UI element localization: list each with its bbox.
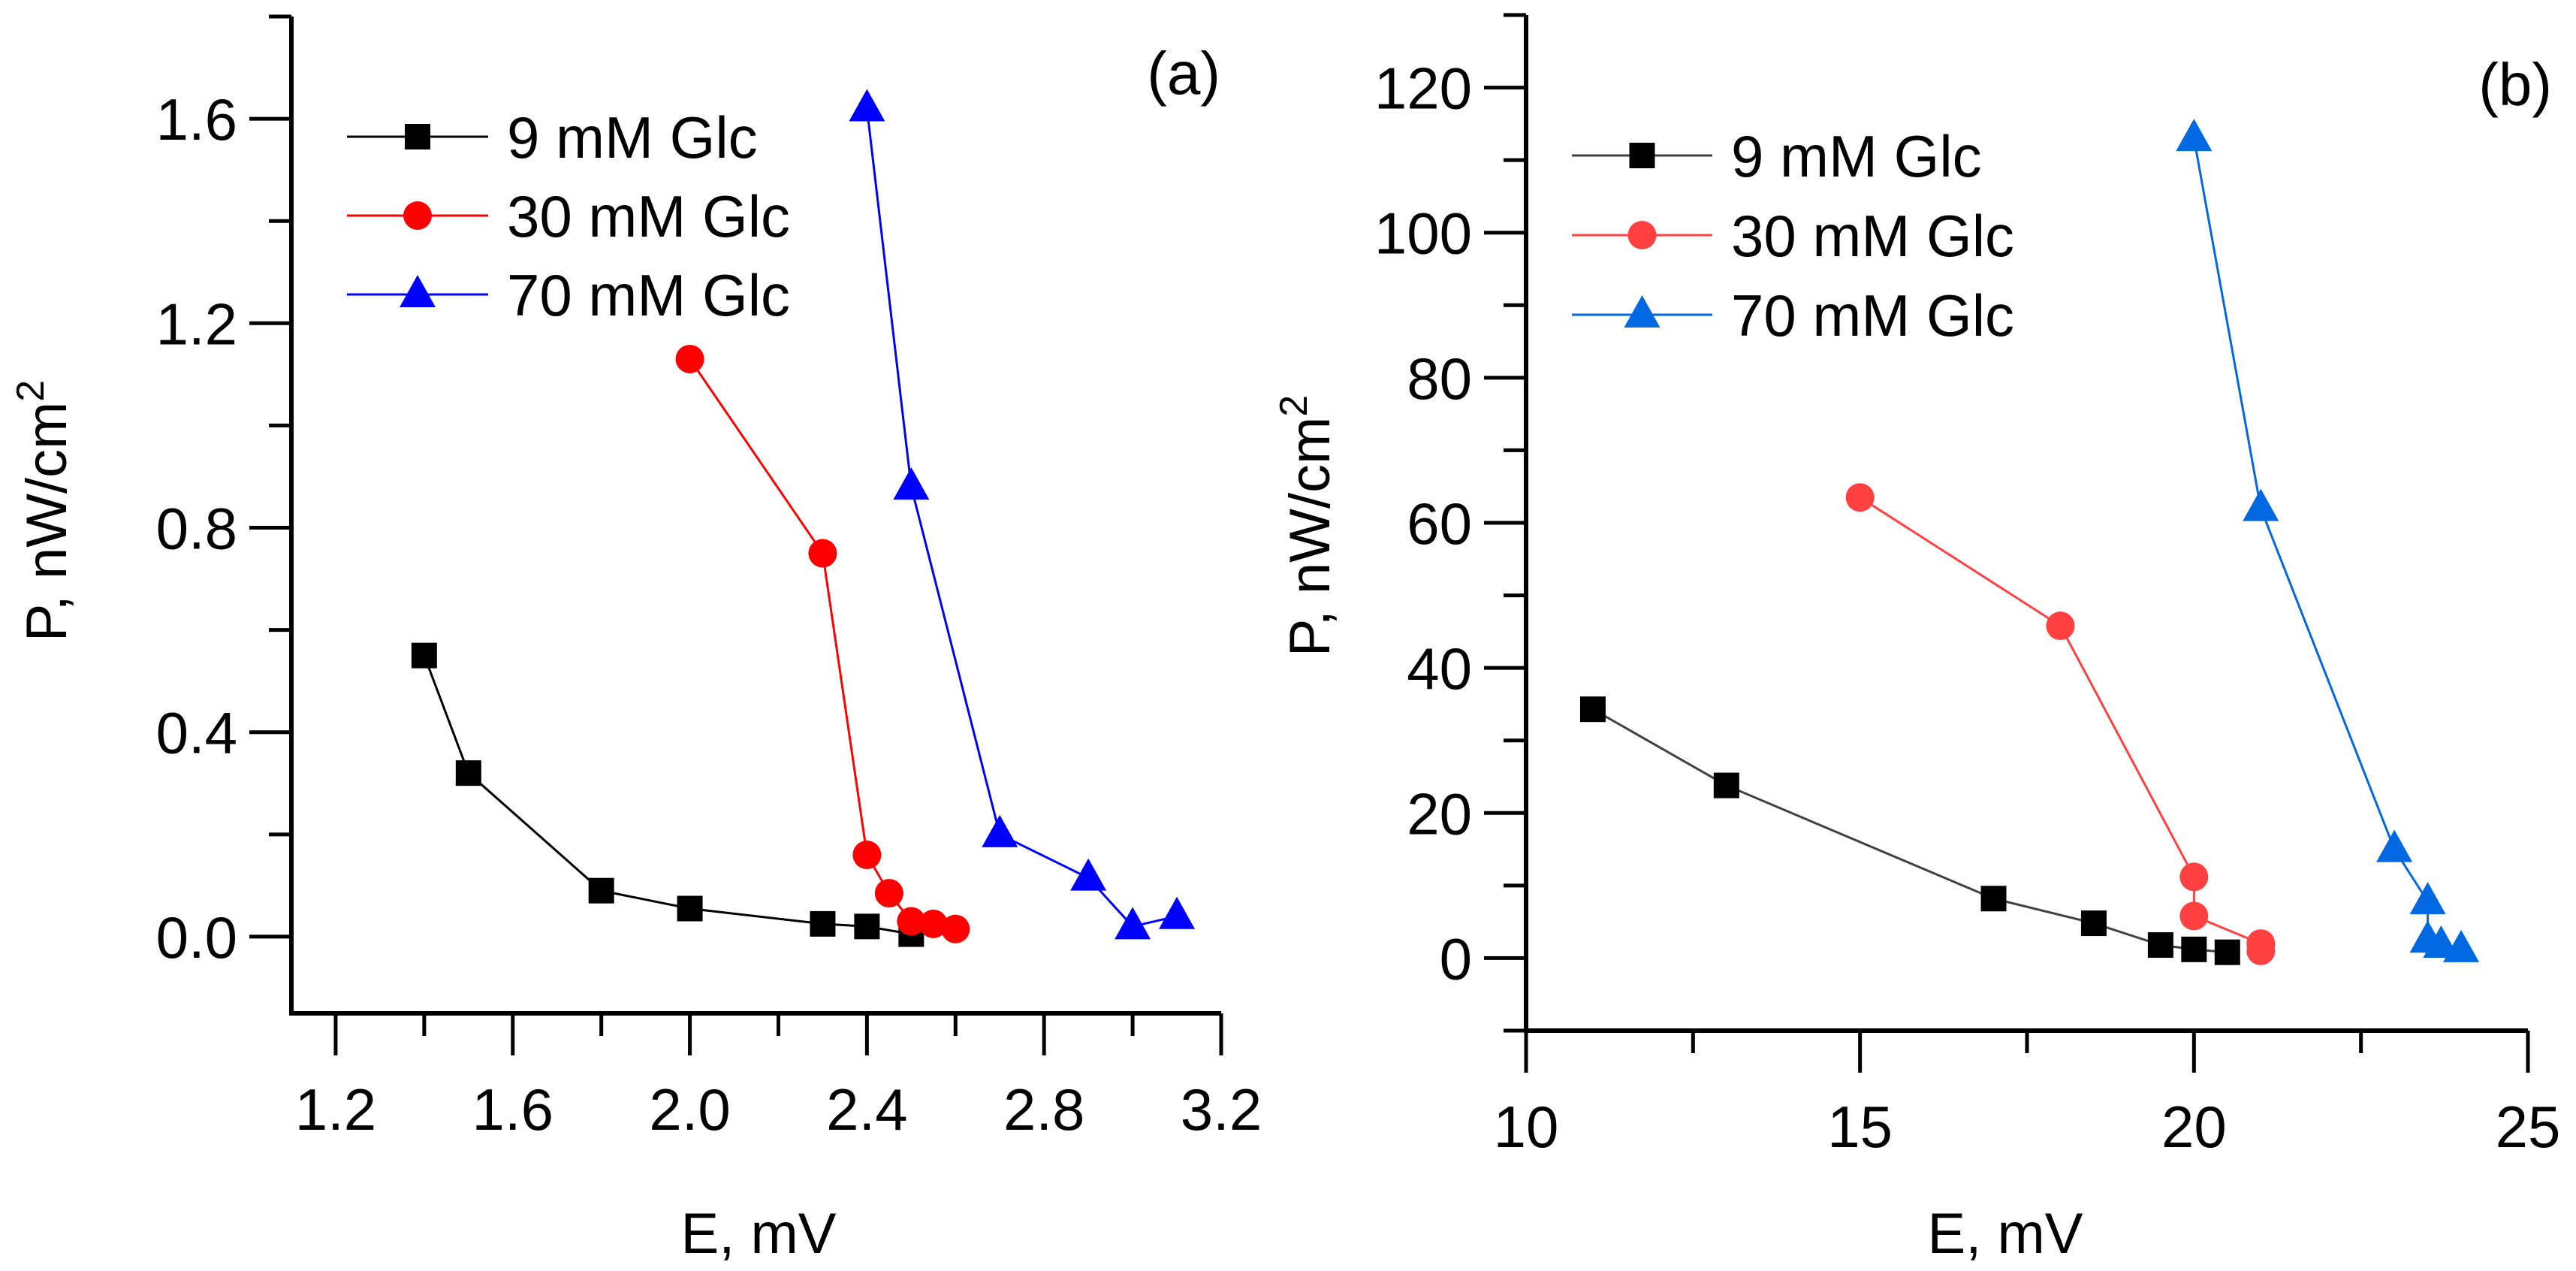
legend-label: 70 mM Glc [507, 262, 790, 328]
data-point-square [2181, 936, 2207, 962]
x-tick-label: 2.4 [826, 1076, 907, 1143]
y-tick-label: 0.4 [156, 700, 237, 766]
data-point-triangle [2443, 929, 2480, 962]
panel-b: (b) E, mV P, nW/cm2 10 15 20 25 0 20 40 60 80 100… [1272, 13, 2561, 1266]
y-tick-label: 20 [1407, 780, 1472, 847]
legend-marker-circle [1627, 221, 1657, 249]
y-tick-label: 80 [1407, 346, 1472, 412]
x-tick-label: 2.8 [1003, 1076, 1084, 1143]
data-point-triangle [2243, 488, 2279, 521]
series-line-triangle [865, 108, 1178, 928]
y-axis-title-b: P, nW/cm2 [1272, 395, 1342, 657]
data-point-circle [852, 841, 882, 870]
y-tick-label: 1.2 [156, 291, 237, 357]
legend-marker-circle [403, 201, 432, 230]
x-tick-label: 25 [2496, 1094, 2561, 1160]
data-point-triangle [2409, 882, 2446, 915]
legend-label: 30 mM Glc [1731, 203, 2014, 269]
y-tick-label: 0.0 [156, 904, 237, 971]
data-point-triangle [982, 814, 1018, 847]
data-point-square [588, 877, 614, 904]
data-point-triangle [1070, 858, 1107, 891]
data-point-square [2214, 939, 2240, 965]
data-point-square [455, 760, 481, 786]
data-point-circle [1845, 483, 1875, 512]
data-point-square [677, 895, 703, 922]
x-tick-label: 1.2 [295, 1076, 376, 1143]
data-point-square [2147, 932, 2173, 959]
data-point-triangle [2376, 829, 2413, 862]
series-line-square [1592, 708, 2228, 954]
data-point-square [1980, 886, 2007, 912]
data-point-triangle [1115, 907, 1151, 940]
data-point-circle [897, 907, 926, 936]
data-point-circle [675, 344, 704, 373]
data-point-circle [808, 539, 837, 568]
legend-marker-triangle [1624, 295, 1661, 328]
x-tick-label: 2.0 [649, 1076, 730, 1143]
y-axis-title-b-text: P, nW/cm [1278, 417, 1342, 657]
y-tick-label: 120 [1374, 56, 1472, 122]
panel-label-b: (b) [2478, 51, 2552, 118]
data-point-circle [2179, 901, 2209, 931]
x-tick-label: 15 [1827, 1094, 1893, 1160]
data-point-triangle [2176, 119, 2213, 152]
data-point-circle [941, 914, 970, 943]
y-tick-label: 60 [1407, 491, 1472, 557]
legend-marker-square [405, 124, 430, 149]
legend-label: 30 mM Glc [507, 183, 790, 249]
x-tick-label: 3.2 [1181, 1076, 1262, 1143]
y-axis-title-a-sup: 2 [9, 380, 53, 402]
data-point-square [1713, 772, 1739, 799]
y-tick-label: 0 [1440, 925, 1472, 992]
data-point-square [411, 642, 437, 669]
data-point-circle [2046, 611, 2075, 641]
legend-marker-square [1629, 143, 1655, 168]
y-tick-label: 1.6 [156, 86, 237, 152]
data-point-triangle [893, 467, 930, 500]
data-point-square [810, 910, 836, 937]
y-tick-label: 100 [1374, 201, 1472, 267]
data-point-square [854, 913, 880, 940]
legend-marker-triangle [400, 275, 436, 307]
y-axis-title-b-sup: 2 [1272, 395, 1316, 417]
y-tick-label: 0.8 [156, 496, 237, 562]
data-point-triangle [849, 89, 885, 122]
series-line-square [423, 655, 912, 935]
legend-label: 9 mM Glc [1731, 123, 1982, 189]
series-line-triangle [2192, 137, 2462, 951]
x-tick-label: 10 [1494, 1094, 1559, 1160]
legend-label: 9 mM Glc [507, 104, 758, 171]
data-point-square [1579, 696, 1606, 723]
data-point-circle [918, 909, 948, 938]
legend-label: 70 mM Glc [1731, 282, 2014, 349]
data-point-triangle [1159, 896, 1196, 929]
y-axis-title-a: P, nW/cm2 [9, 380, 79, 642]
x-tick-label: 1.6 [472, 1076, 554, 1143]
data-point-circle [874, 879, 903, 908]
series-line-circle [689, 358, 956, 931]
panel-label-a: (a) [1147, 40, 1220, 107]
data-point-square [2080, 910, 2107, 937]
y-axis-title-a-text: P, nW/cm [15, 402, 79, 642]
x-tick-label: 20 [2161, 1094, 2227, 1160]
y-tick-label: 40 [1407, 636, 1472, 702]
x-axis-title-a: E, mV [681, 1202, 837, 1266]
x-axis-title-b: E, mV [1928, 1202, 2083, 1266]
data-point-circle [2246, 936, 2276, 965]
panel-a: (a) E, mV P, nW/cm2 1.2 1.6 2.0 2.4 2.8 3.2 0.… [9, 14, 1262, 1266]
data-point-circle [2179, 862, 2209, 892]
